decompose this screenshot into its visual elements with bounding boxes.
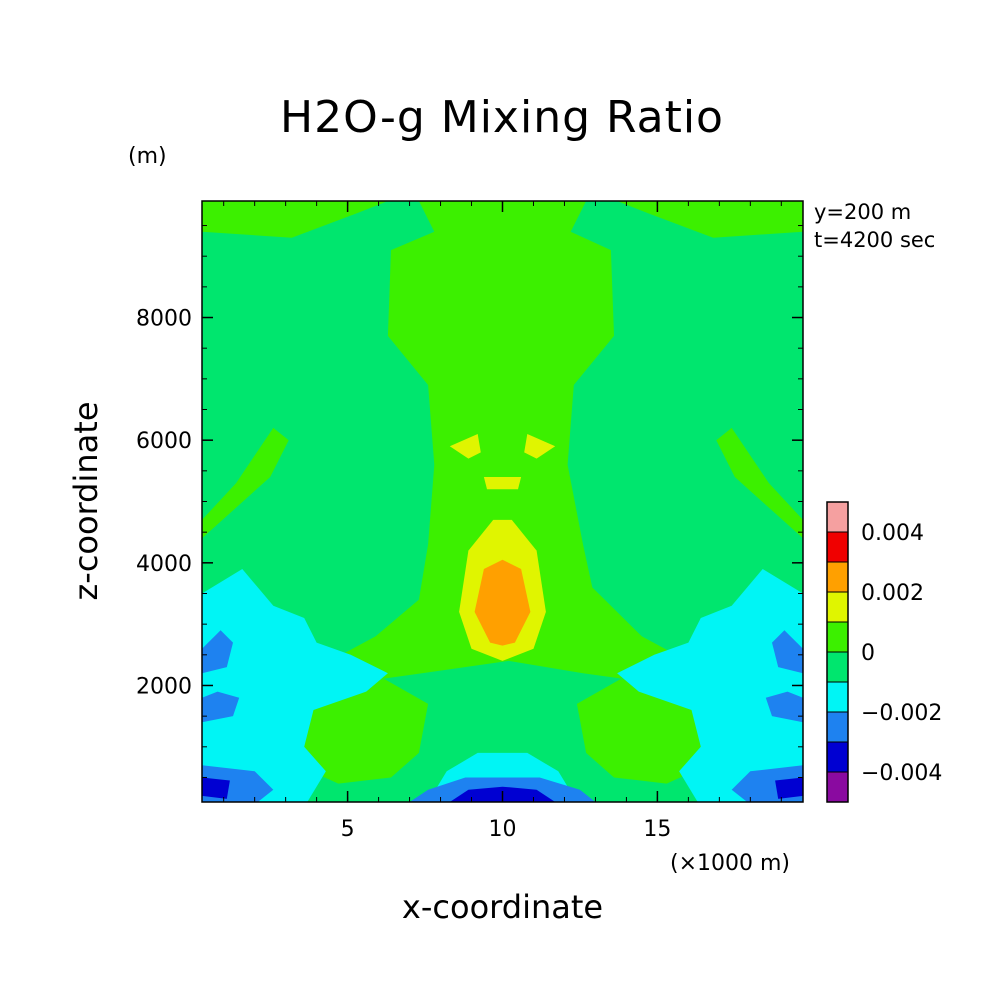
- colorbar-tick-label: −0.002: [861, 701, 942, 726]
- colorbar-tick-label: 0.004: [861, 521, 924, 546]
- contour-region: [617, 569, 803, 802]
- colorbar-swatch: [826, 531, 849, 563]
- colorbar-swatch: [826, 771, 849, 803]
- contour-region: [202, 201, 388, 238]
- contour-region: [617, 201, 803, 238]
- x-tick-label: 15: [643, 817, 671, 842]
- contour-region: [775, 777, 803, 799]
- y-axis-unit: (m): [128, 144, 167, 169]
- axes: 5 10 15 2000 4000 6000 8000: [136, 201, 803, 842]
- colorbar-tick-label: −0.004: [861, 761, 942, 786]
- x-tick-label: 10: [489, 817, 517, 842]
- contour-region: [202, 569, 388, 802]
- colorbar-swatch: [826, 621, 849, 653]
- colorbar-tick-label: 0: [861, 641, 875, 666]
- chart-title: H2O-g Mixing Ratio: [280, 92, 724, 143]
- contour-region: [483, 477, 522, 490]
- contour-region: [474, 559, 531, 646]
- contour-field: [202, 201, 803, 802]
- contour-region: [202, 630, 233, 674]
- y-tick-label: 2000: [136, 674, 192, 699]
- colorbar-swatch: [826, 681, 849, 713]
- x-axis-label: x-coordinate: [401, 888, 604, 926]
- y-tick-label: 6000: [136, 429, 192, 454]
- contour-region: [202, 777, 230, 799]
- colorbar-swatch: [826, 741, 849, 773]
- contour-region: [772, 630, 803, 674]
- colorbar-swatch: [826, 501, 849, 533]
- colorbar-tick-label: 0.002: [861, 581, 924, 606]
- contour-region: [449, 434, 481, 459]
- colorbar: 0.004 0.002 0 −0.002 −0.004: [826, 501, 942, 803]
- contour-region: [341, 201, 676, 680]
- contour-region: [202, 691, 240, 723]
- colorbar-swatch: [826, 651, 849, 683]
- contour-region: [716, 427, 803, 539]
- y-tick-label: 8000: [136, 307, 192, 332]
- colorbar-swatch: [826, 561, 849, 593]
- contour-region: [202, 427, 289, 539]
- colorbar-swatch: [826, 591, 849, 623]
- colorbar-frame: [826, 501, 849, 803]
- x-tick-label: 5: [341, 817, 355, 842]
- colorbar-swatch: [826, 711, 849, 743]
- annotation-time: t=4200 sec: [814, 228, 936, 252]
- contour-region: [524, 434, 556, 459]
- contour-region: [765, 691, 803, 723]
- x-axis-unit: (×1000 m): [670, 851, 791, 876]
- y-tick-label: 4000: [136, 552, 192, 577]
- annotation-y-position: y=200 m: [814, 200, 912, 224]
